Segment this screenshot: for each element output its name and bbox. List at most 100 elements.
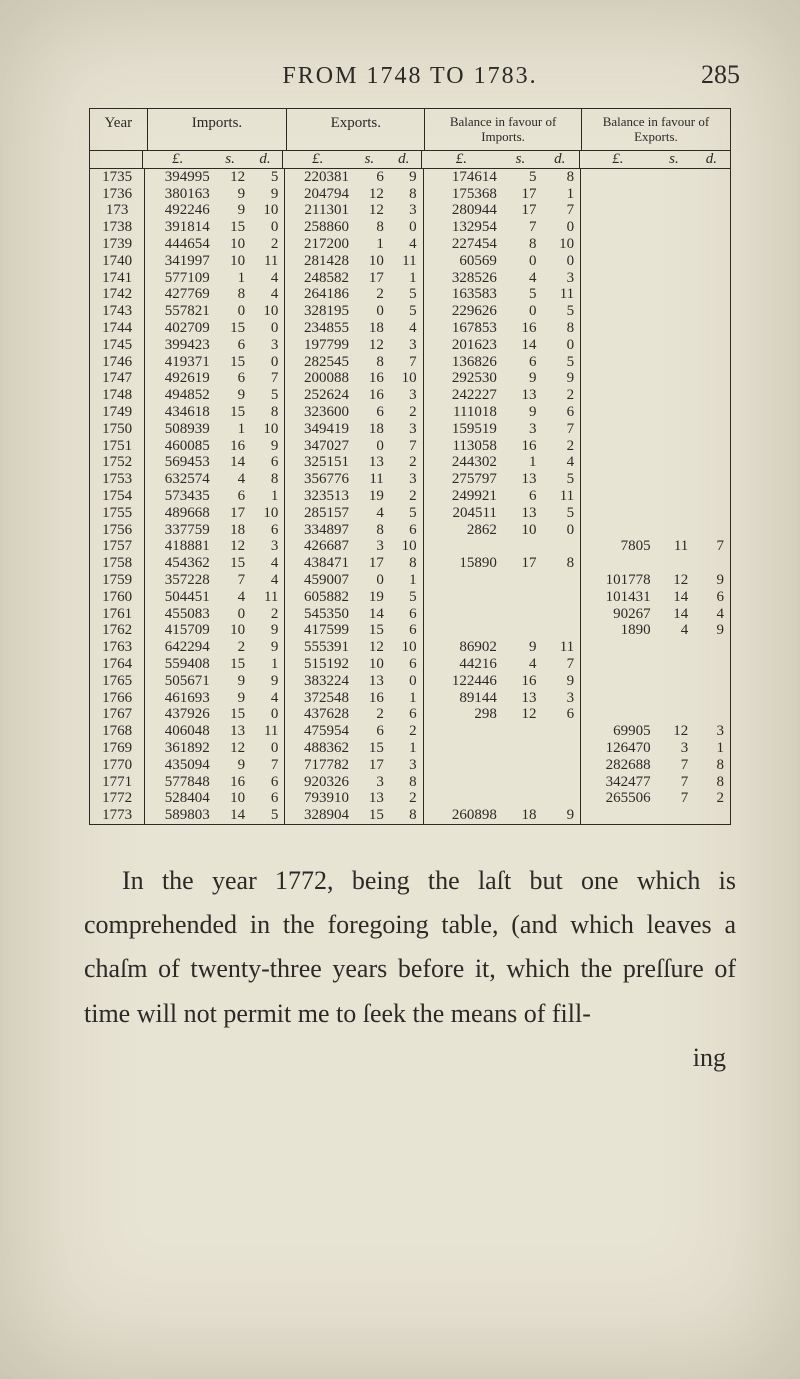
cell-exports: 47595462 xyxy=(285,723,423,740)
table-row: 173 492246910211301123280944177 xyxy=(90,202,730,219)
table-row: 173638016399204794128175368171 xyxy=(90,186,730,203)
table-row: 17464193711502825458713682665 xyxy=(90,354,730,371)
table-row: 1756337759186334897862862100 xyxy=(90,522,730,539)
cell-imports: 4896681710 xyxy=(145,505,285,522)
table-row: 175845436215443847117815890178 xyxy=(90,555,730,572)
cell-balance-imports: 275797135 xyxy=(424,471,582,488)
table-row: 1755489668171028515745204511135 xyxy=(90,505,730,522)
cell-exports: 211301123 xyxy=(285,202,423,219)
cell-balance-exports xyxy=(581,270,730,287)
cell-balance-exports xyxy=(581,522,730,539)
cell-imports: 50567199 xyxy=(145,673,285,690)
cell-exports: 92032638 xyxy=(285,774,423,791)
cell-exports: 438471178 xyxy=(285,555,423,572)
cell-balance-exports xyxy=(581,673,730,690)
cell-balance-exports xyxy=(581,404,730,421)
cell-exports: 34702707 xyxy=(285,438,423,455)
col-header-year: Year xyxy=(90,109,148,150)
table-row: 17383918141502588608013295470 xyxy=(90,219,730,236)
table-row: 176743792615043762826298126 xyxy=(90,706,730,723)
cell-year: 1742 xyxy=(90,286,145,303)
cell-imports: 42776984 xyxy=(145,286,285,303)
cell-balance-exports: 69905123 xyxy=(581,723,730,740)
cell-exports: 248582171 xyxy=(285,270,423,287)
cell-balance-exports xyxy=(581,370,730,387)
cell-year: 1754 xyxy=(90,488,145,505)
cell-exports: 605882195 xyxy=(285,589,423,606)
cell-balance-imports: 122446169 xyxy=(424,673,582,690)
cell-balance-imports xyxy=(424,740,582,757)
cell-balance-exports: 101778129 xyxy=(581,572,730,589)
cell-balance-exports xyxy=(581,555,730,572)
cell-imports: 64229429 xyxy=(145,639,285,656)
cell-imports: 454362154 xyxy=(145,555,285,572)
table-row: 176936189212048836215112647031 xyxy=(90,740,730,757)
cell-imports: 437926150 xyxy=(145,706,285,723)
cell-exports: 793910132 xyxy=(285,790,423,807)
cell-year: 1757 xyxy=(90,538,145,555)
cell-exports: 21720014 xyxy=(285,236,423,253)
cell-year: 1735 xyxy=(90,169,145,186)
cell-balance-exports: 101431146 xyxy=(581,589,730,606)
cell-balance-imports: 13295470 xyxy=(424,219,582,236)
cell-balance-exports xyxy=(581,706,730,723)
cell-exports: 417599156 xyxy=(285,622,423,639)
cell-year: 1753 xyxy=(90,471,145,488)
unit-pence: d. xyxy=(248,151,283,168)
cell-year: 1745 xyxy=(90,337,145,354)
cell-imports: 569453146 xyxy=(145,454,285,471)
cell-year: 1764 xyxy=(90,656,145,673)
cell-year: 1736 xyxy=(90,186,145,203)
cell-balance-imports: 15890178 xyxy=(424,555,582,572)
table-row: 17614550830254535014690267144 xyxy=(90,606,730,623)
cell-balance-exports: 7805117 xyxy=(581,538,730,555)
cell-imports: 577848166 xyxy=(145,774,285,791)
cell-exports: 25886080 xyxy=(285,219,423,236)
table-row: 176550567199383224130122446169 xyxy=(90,673,730,690)
cell-imports: 444654102 xyxy=(145,236,285,253)
cell-balance-exports xyxy=(581,387,730,404)
table-header-row: Year Imports. Exports. Balance in favour… xyxy=(90,109,730,151)
cell-exports: 5553911210 xyxy=(285,639,423,656)
cell-balance-exports xyxy=(581,488,730,505)
cell-exports: 515192106 xyxy=(285,656,423,673)
cell-balance-imports xyxy=(424,790,582,807)
cell-exports: 197799123 xyxy=(285,337,423,354)
cell-balance-exports xyxy=(581,337,730,354)
table-row: 176364229429555391121086902911 xyxy=(90,639,730,656)
table-row: 173944465410221720014227454810 xyxy=(90,236,730,253)
cell-balance-exports xyxy=(581,454,730,471)
table-row: 17593572287445900701101778129 xyxy=(90,572,730,589)
cell-balance-imports xyxy=(424,606,582,623)
cell-balance-imports: 175368171 xyxy=(424,186,582,203)
cell-exports: 325151132 xyxy=(285,454,423,471)
cell-balance-exports xyxy=(581,202,730,219)
cell-imports: 504451411 xyxy=(145,589,285,606)
table-row: 174539942363197799123201623140 xyxy=(90,337,730,354)
cell-balance-exports xyxy=(581,236,730,253)
cell-imports: 43509497 xyxy=(145,757,285,774)
cell-year: 1746 xyxy=(90,354,145,371)
cell-year: 1773 xyxy=(90,807,145,824)
cell-exports: 356776113 xyxy=(285,471,423,488)
table-row: 175457343561323513192249921611 xyxy=(90,488,730,505)
cell-balance-imports: 15951937 xyxy=(424,421,582,438)
cell-balance-imports: 11101896 xyxy=(424,404,582,421)
cell-imports: 508939110 xyxy=(145,421,285,438)
table-row: 177252840410679391013226550672 xyxy=(90,790,730,807)
cell-balance-exports xyxy=(581,186,730,203)
running-head: FROM 1748 TO 1783. 285 xyxy=(80,60,740,90)
cell-exports: 26418625 xyxy=(285,286,423,303)
cell-imports: 460085169 xyxy=(145,438,285,455)
cell-exports: 32819505 xyxy=(285,303,423,320)
cell-year: 1761 xyxy=(90,606,145,623)
cell-imports: 35722874 xyxy=(145,572,285,589)
cell-imports: 528404106 xyxy=(145,790,285,807)
table-row: 1760504451411605882195101431146 xyxy=(90,589,730,606)
table-row: 1762415709109417599156189049 xyxy=(90,622,730,639)
cell-exports: 2814281011 xyxy=(285,253,423,270)
cell-balance-exports: 90267144 xyxy=(581,606,730,623)
cell-year: 1769 xyxy=(90,740,145,757)
table-row: 174849485295252624163242227132 xyxy=(90,387,730,404)
table-row: 17664616939437254816189144133 xyxy=(90,690,730,707)
